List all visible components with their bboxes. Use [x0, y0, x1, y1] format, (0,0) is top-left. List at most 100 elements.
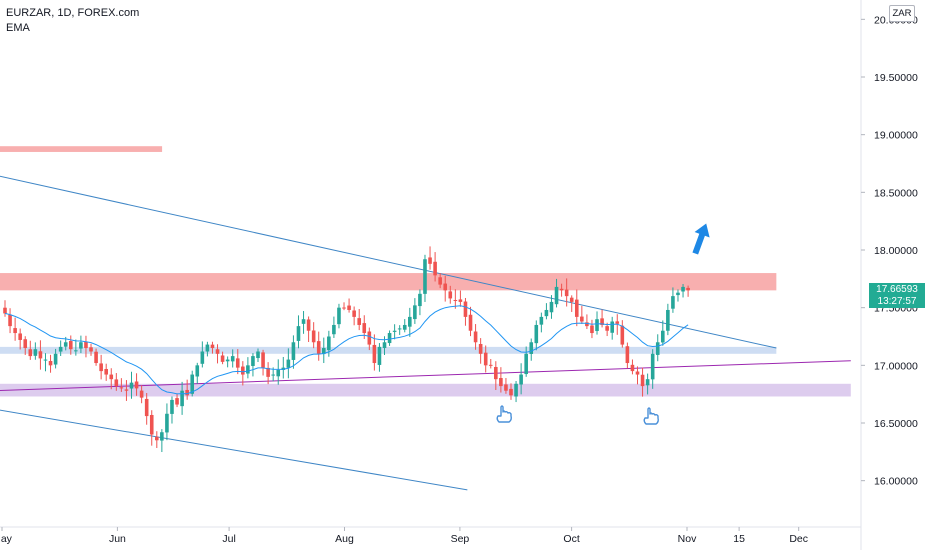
candle-body [382, 342, 387, 349]
candle-body [600, 318, 604, 325]
candle-body [458, 299, 463, 302]
candle-body [165, 413, 169, 433]
candle-body [448, 291, 453, 299]
x-tick-label: Aug [335, 533, 354, 545]
candle-body [473, 331, 478, 343]
candle-body [139, 390, 144, 398]
candle-body [650, 353, 655, 380]
candle-body [291, 342, 296, 360]
candle-body [408, 316, 412, 327]
candle-body [387, 333, 392, 344]
up-arrow-icon [692, 223, 710, 255]
x-tick-label: Dec [789, 533, 808, 545]
ema-line [4, 305, 689, 395]
drawn-lines [0, 175, 851, 491]
candle-body [499, 378, 503, 387]
x-tick-label: 15 [733, 533, 745, 545]
candle-body [397, 328, 402, 330]
candle-body [615, 321, 620, 324]
candle-body [8, 314, 12, 327]
candle-body [580, 316, 584, 322]
candle-body [74, 350, 78, 352]
candle-body [38, 351, 43, 359]
candle-body [144, 398, 149, 417]
candle-body [23, 339, 28, 349]
candle-body [428, 257, 432, 264]
pointing-hand-icon [643, 407, 659, 425]
candle-body [413, 305, 417, 320]
y-tick-label: 16.00000 [874, 476, 918, 488]
candle-body [392, 330, 397, 332]
candle-body [433, 261, 437, 276]
x-tick-label: Jul [222, 533, 235, 545]
resistance-zone [0, 273, 777, 291]
candle-body [256, 351, 260, 359]
x-tick-label: Nov [678, 533, 697, 545]
candle-body [246, 365, 250, 374]
candle-body [676, 292, 680, 296]
candle-body [377, 346, 382, 365]
candle-body [342, 307, 346, 309]
candle-body [155, 436, 159, 441]
candle-body [402, 324, 407, 330]
candle-body [84, 341, 88, 349]
indicator-label[interactable]: EMA [6, 22, 30, 34]
candle-body [58, 346, 63, 352]
candle-body [109, 374, 114, 380]
candle-body [549, 301, 554, 313]
candle-body [3, 307, 7, 314]
candle-body [357, 318, 361, 325]
candle-body [645, 379, 650, 386]
candle-body [661, 330, 665, 343]
candle-body [494, 366, 498, 380]
candle-body [205, 344, 210, 352]
candle-body [367, 331, 372, 345]
candle-body [53, 353, 58, 365]
candle-body [99, 363, 103, 372]
support-zone [0, 346, 777, 354]
candle-body [554, 286, 559, 305]
trendline [0, 175, 777, 349]
candle-body [569, 297, 574, 302]
candle-body [241, 366, 245, 375]
candle-body [271, 374, 275, 376]
candle-body [655, 342, 660, 355]
candle-body [114, 379, 119, 387]
currency-label[interactable]: ZAR [889, 5, 915, 22]
candle-body [296, 326, 301, 341]
candle-body [534, 324, 539, 344]
candle-body [453, 300, 458, 302]
symbol-title[interactable]: EURZAR, 1D, FOREX.com [6, 7, 140, 19]
candle-body [585, 322, 589, 327]
y-tick-label: 18.00000 [874, 245, 918, 257]
y-tick-label: 19.50000 [874, 72, 918, 84]
price-axis[interactable]: 20.0000019.5000019.0000018.5000018.00000… [861, 14, 918, 488]
x-tick-label: May [0, 533, 13, 545]
candle-body [251, 356, 255, 366]
candle-body [559, 288, 564, 291]
candle-body [630, 364, 635, 372]
candle-body [478, 344, 483, 354]
candle-body [104, 369, 108, 375]
candle-body [68, 341, 73, 350]
annotations [496, 223, 710, 425]
candle-body [79, 342, 83, 349]
candle-body [306, 319, 311, 331]
candle-body [595, 319, 599, 331]
candle-body [362, 323, 367, 334]
candle-body [529, 342, 534, 354]
time-axis[interactable]: May Jun Jul Aug Sep Oct Nov 15 Dec [0, 527, 808, 545]
candle-body [635, 371, 640, 375]
candle-body [311, 330, 316, 343]
candle-body [337, 307, 341, 325]
candles [3, 246, 690, 453]
candle-body [483, 352, 488, 366]
candle-body [514, 383, 518, 397]
candle-body [170, 399, 174, 414]
candle-body [519, 374, 523, 385]
candle-body [671, 296, 675, 309]
candle-body [686, 287, 690, 291]
candle-body [438, 277, 442, 285]
candle-body [220, 355, 225, 362]
